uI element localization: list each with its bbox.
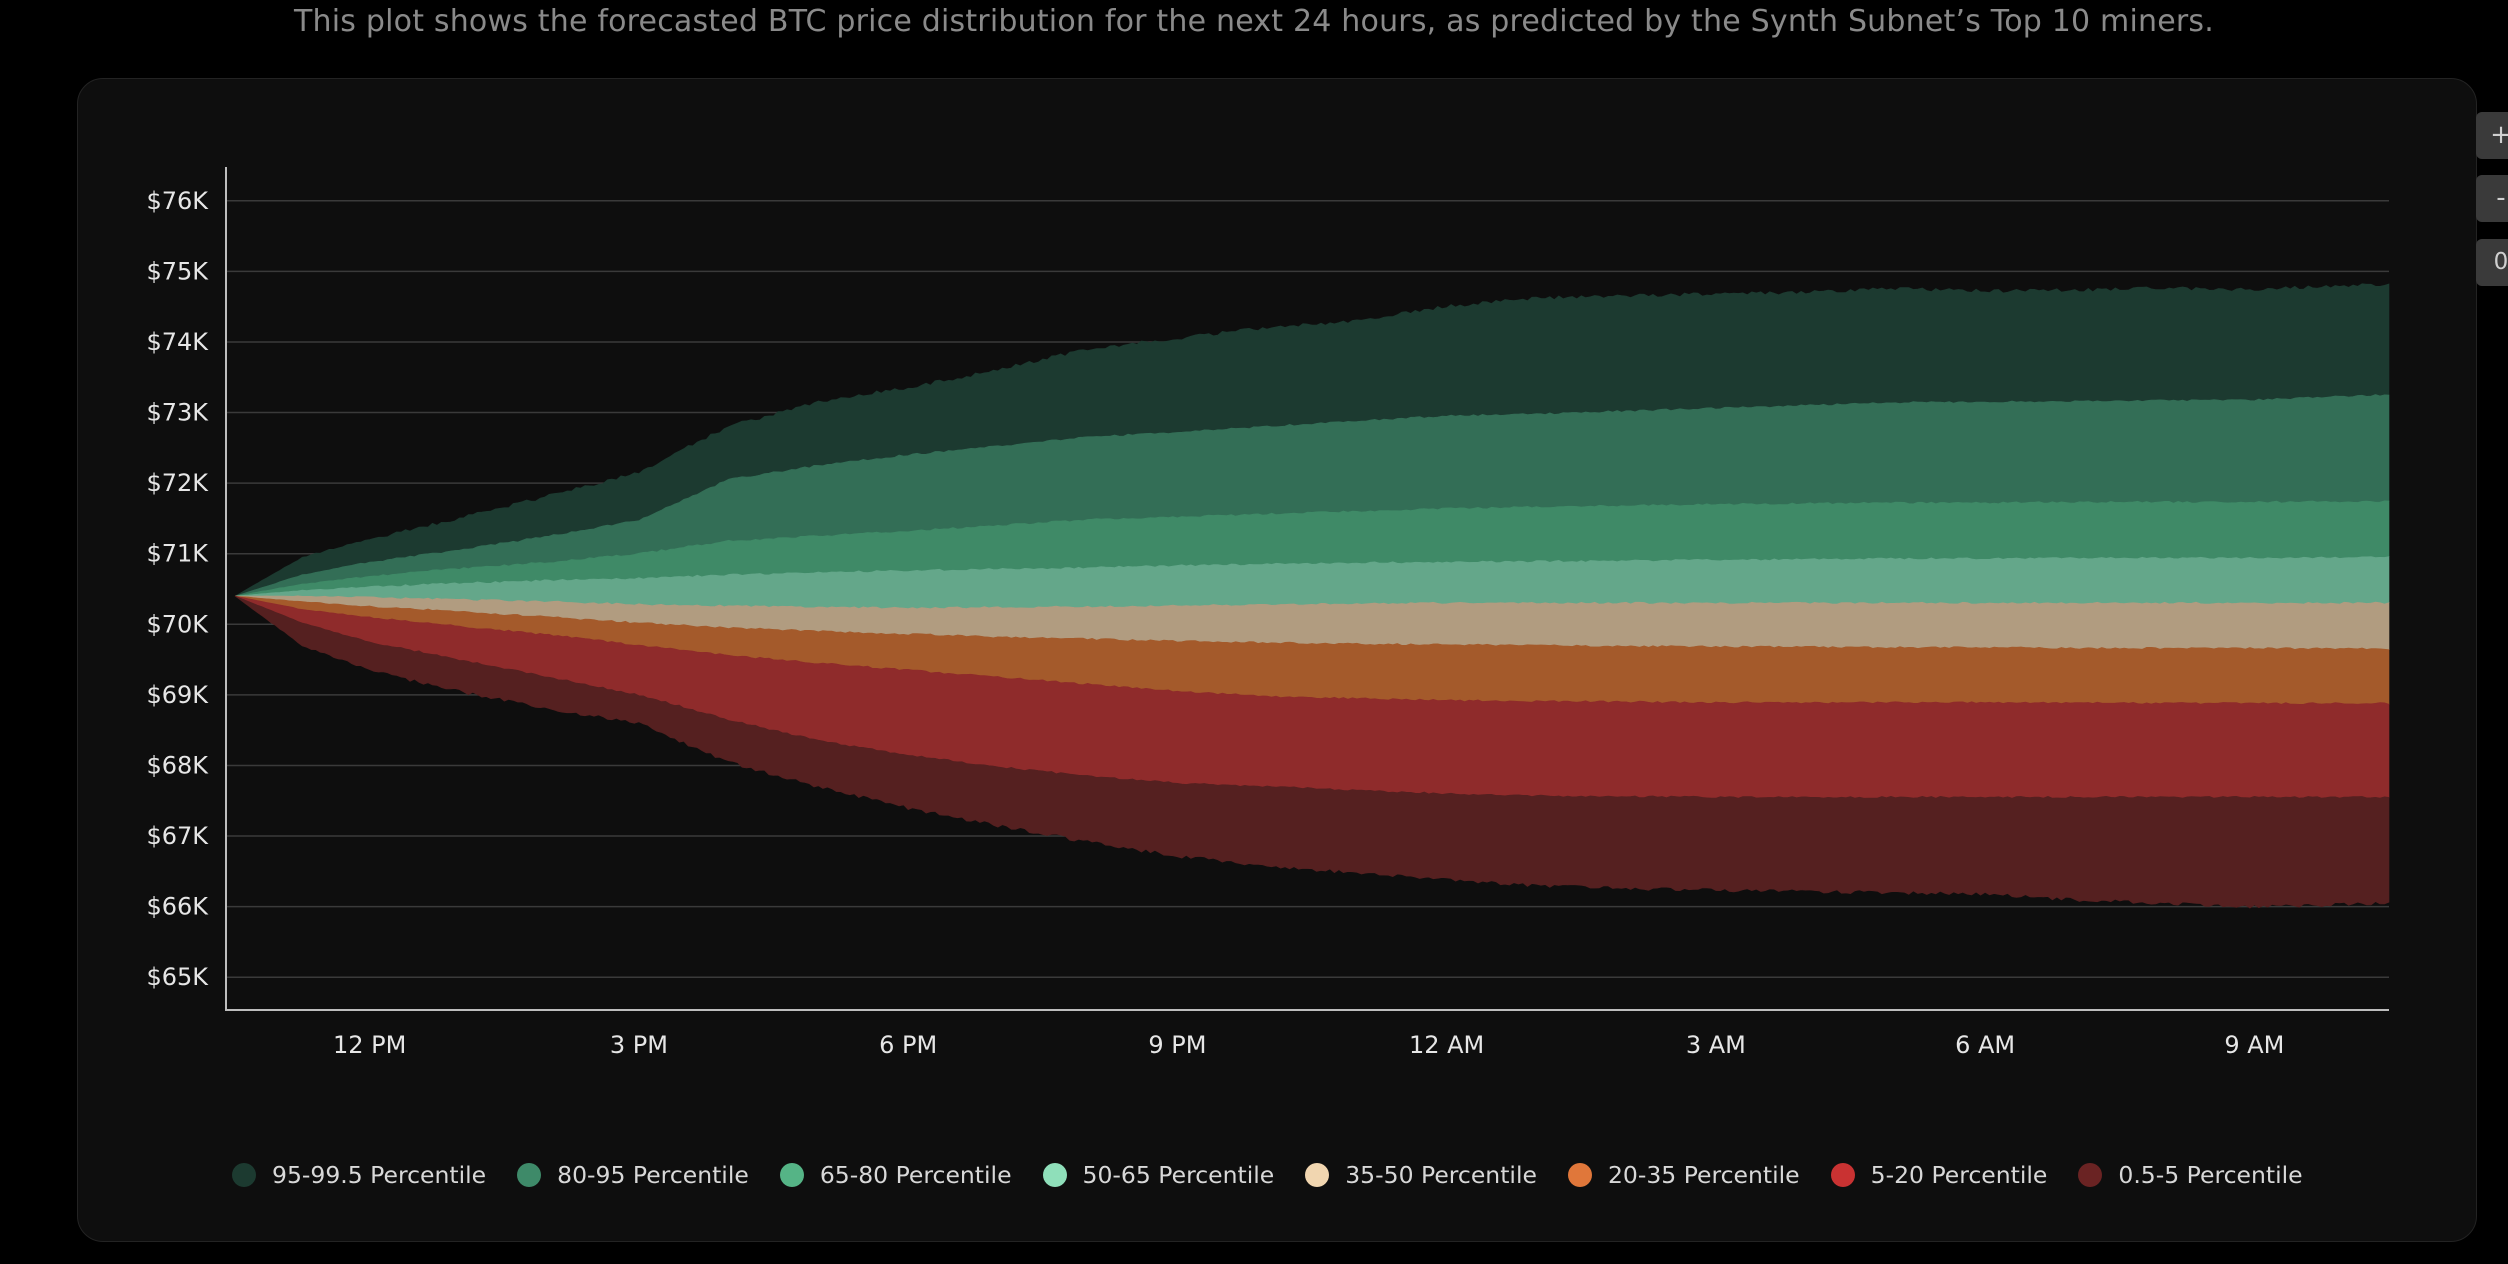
axes: [225, 167, 2389, 1011]
legend-swatch: [1830, 1163, 1855, 1187]
chart-card: $65K $66K $67K $68K $69K $70K $71K $72K $73K $74K…: [77, 78, 2508, 1242]
x-tick-label: 3 AM: [1686, 1031, 1746, 1059]
legend-label: 35-50 Percentile: [1345, 1161, 1537, 1189]
legend-swatch: [232, 1163, 256, 1187]
legend-label: 5-20 Percentile: [1870, 1161, 2048, 1189]
y-tick-label: $70K: [146, 610, 209, 638]
y-axis-tick-labels: $65K $66K $67K $68K $69K $70K $71K $72K $73K $74K…: [146, 187, 209, 991]
x-tick-label: 9 AM: [2224, 1031, 2284, 1059]
x-tick-label: 12 AM: [1409, 1031, 1484, 1059]
legend-label: 80-95 Percentile: [557, 1161, 749, 1189]
x-tick-label: 6 AM: [1955, 1031, 2015, 1059]
legend-swatch: [517, 1163, 542, 1187]
legend-item[interactable]: 35-50 Percentile: [1305, 1158, 1537, 1192]
legend-swatch: [779, 1163, 804, 1187]
legend-label: 50-65 Percentile: [1082, 1161, 1275, 1189]
y-tick-label: $71K: [146, 540, 209, 568]
percentile-bands: [234, 283, 2390, 909]
y-tick-label: $74K: [146, 328, 209, 356]
legend-item[interactable]: 20-35 Percentile: [1567, 1158, 1800, 1192]
legend-label: 95-99.5 Percentile: [272, 1161, 487, 1189]
legend-item[interactable]: 50-65 Percentile: [1042, 1158, 1275, 1192]
x-tick-label: 9 PM: [1148, 1031, 1206, 1059]
legend-label: 20-35 Percentile: [1607, 1161, 1800, 1189]
forecast-chart: $65K $66K $67K $68K $69K $70K $71K $72K $73K $74K…: [146, 167, 2390, 1059]
y-tick-label: $69K: [146, 681, 209, 709]
legend-label: 65-80 Percentile: [819, 1161, 1012, 1189]
y-tick-label: $76K: [146, 187, 209, 215]
legend-item[interactable]: 0.5-5 Percentile: [2078, 1158, 2303, 1192]
legend-label: 0.5-5 Percentile: [2118, 1161, 2303, 1189]
y-tick-label: $67K: [146, 822, 209, 850]
band-0-5-5-percentile: [234, 595, 2390, 909]
y-tick-label: $68K: [146, 751, 209, 779]
legend-item[interactable]: 5-20 Percentile: [1830, 1158, 2048, 1192]
legend-swatch: [2078, 1163, 2103, 1187]
legend-item[interactable]: 80-95 Percentile: [517, 1158, 749, 1192]
x-tick-label: 12 PM: [333, 1031, 406, 1059]
legend-item[interactable]: 95-99.5 Percentile: [232, 1158, 486, 1192]
zoom-in-button[interactable]: +: [2476, 112, 2508, 159]
zoom-out-button[interactable]: -: [2476, 175, 2508, 222]
x-tick-label: 3 PM: [610, 1031, 668, 1059]
legend-item[interactable]: 65-80 Percentile: [779, 1158, 1012, 1192]
y-tick-label: $65K: [146, 963, 209, 991]
chart-legend: 95-99.5 Percentile 80-95 Percentile 65-8…: [232, 1158, 2334, 1192]
legend-swatch: [1305, 1163, 1330, 1187]
legend-swatch: [1042, 1163, 1067, 1187]
zoom-reset-button[interactable]: 0: [2476, 239, 2508, 286]
y-tick-label: $73K: [146, 399, 209, 427]
y-tick-label: $72K: [146, 469, 209, 497]
chart-subtitle: This plot shows the forecasted BTC price…: [294, 4, 2214, 39]
y-tick-label: $66K: [146, 893, 209, 921]
legend-swatch: [1567, 1163, 1592, 1187]
y-tick-label: $75K: [146, 257, 209, 285]
x-tick-label: 6 PM: [879, 1031, 937, 1059]
x-axis-tick-labels: 12 PM 3 PM 6 PM 9 PM 12 AM 3 AM 6 AM 9 AM: [333, 1031, 2284, 1059]
